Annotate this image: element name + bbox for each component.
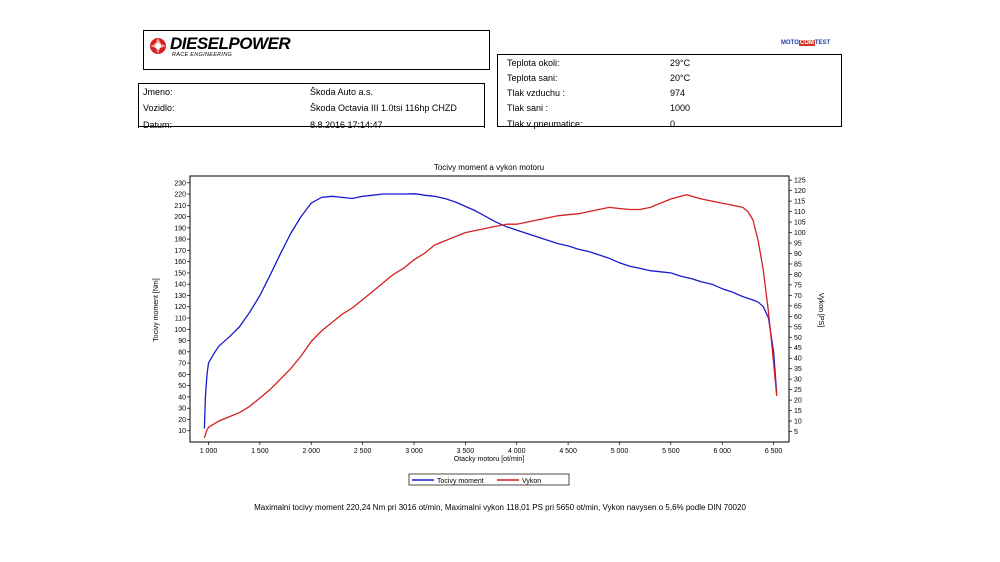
y-axis-label: Tocivy moment [Nm]	[153, 278, 160, 341]
y-tick-label: 160	[174, 259, 186, 266]
y2-tick-label: 90	[794, 251, 802, 258]
y2-tick-label: 5	[794, 429, 798, 436]
y-tick-label: 140	[174, 282, 186, 289]
y-tick-label: 170	[174, 248, 186, 255]
chart-series	[203, 193, 778, 438]
power-line	[203, 194, 778, 438]
x-tick-label: 2 500	[354, 448, 372, 455]
plot-area	[189, 175, 790, 443]
y2-tick-label: 100	[794, 230, 806, 237]
x-tick-label: 1 000	[200, 448, 218, 455]
y2-axis-label: Vykon [PS]	[817, 293, 824, 327]
y-tick-label: 50	[178, 383, 186, 390]
temp-intake-value: 20°C	[670, 73, 691, 83]
date-label: Datum:	[143, 120, 173, 130]
air-pressure-label: Tlak vzduchu :	[507, 88, 566, 98]
y-tick-label: 220	[174, 192, 186, 199]
customer-box-bottom	[138, 126, 485, 127]
y2-tick-label: 15	[794, 408, 802, 415]
y2-tick-label: 55	[794, 324, 802, 331]
y-tick-label: 90	[178, 338, 186, 345]
y2-tick-label: 120	[794, 188, 806, 195]
y2-tick-label: 70	[794, 293, 802, 300]
x-tick-label: 5 000	[611, 448, 629, 455]
x-tick-label: 5 500	[662, 448, 680, 455]
y2-tick-label: 45	[794, 345, 802, 352]
intake-pressure-value: 1000	[670, 103, 691, 113]
y2-tick-label: 115	[794, 199, 805, 206]
y-tick-label: 190	[174, 225, 186, 232]
brand-logo: DIESELPOWER	[170, 34, 291, 53]
y2-tick-label: 80	[794, 272, 802, 279]
x-axis-label: Otacky motoru [ot/min]	[454, 456, 524, 463]
legend-label-power: Vykon	[522, 478, 541, 485]
y-tick-label: 210	[174, 203, 186, 210]
y2-tick-label: 125	[794, 178, 806, 185]
x-tick-label: 4 000	[508, 448, 526, 455]
logo-box	[143, 30, 490, 70]
x-tick-label: 6 000	[713, 448, 731, 455]
motocomtest-logo: MOTOCOMTEST	[781, 40, 831, 46]
y2-tick-label: 25	[794, 387, 802, 394]
y2-tick-label: 75	[794, 282, 802, 289]
y2-tick-label: 85	[794, 261, 802, 268]
turbo-logo-icon	[150, 38, 166, 54]
temp-ambient-label: Teplota okoli:	[507, 58, 560, 68]
air-pressure-value: 974	[670, 88, 686, 98]
y2-tick-label: 60	[794, 314, 802, 321]
date-value: 8.8.2016 17:14:47	[310, 120, 383, 130]
vehicle-label: Vozidlo:	[143, 103, 175, 113]
x-tick-label: 3 000	[405, 448, 423, 455]
y2-tick-label: 10	[794, 419, 802, 426]
tyre-pressure-value: 0	[670, 119, 676, 129]
x-tick-label: 1 500	[251, 448, 269, 455]
y-tick-label: 150	[174, 270, 186, 277]
y-tick-label: 230	[174, 180, 186, 187]
y2-tick-label: 95	[794, 241, 802, 248]
x-tick-label: 2 000	[302, 448, 320, 455]
tyre-pressure-label: Tlak v pneumatice:	[507, 119, 583, 129]
x-tick-label: 3 500	[457, 448, 475, 455]
y2-tick-label: 30	[794, 377, 802, 384]
y-tick-label: 30	[178, 406, 186, 413]
chart-ticks: 1 000 1 500 2 000 2 500 3 000 3 500 4 000 4 500…	[174, 178, 805, 455]
temp-ambient-value: 29°C	[670, 58, 691, 68]
temp-intake-label: Teplota sani:	[507, 73, 558, 83]
y2-tick-label: 40	[794, 356, 802, 363]
y2-tick-label: 105	[794, 220, 806, 227]
y-tick-label: 60	[178, 372, 186, 379]
conditions-box-bottom	[497, 126, 842, 127]
brand-subtitle: RACE ENGINEERING	[172, 52, 233, 58]
x-tick-label: 6 500	[765, 448, 783, 455]
x-tick-label: 4 500	[559, 448, 577, 455]
chart-axes	[189, 175, 790, 443]
y-tick-label: 10	[178, 428, 186, 435]
legend-box	[408, 473, 570, 486]
legend-label-torque: Tocivy moment	[437, 478, 484, 485]
y-tick-label: 120	[174, 304, 186, 311]
y-tick-label: 100	[174, 327, 186, 334]
vehicle-value: Škoda Octavia III 1.0tsi 116hp CHZD	[310, 103, 457, 113]
y-tick-label: 180	[174, 237, 186, 244]
y2-tick-label: 65	[794, 303, 802, 310]
y2-tick-label: 35	[794, 366, 802, 373]
conditions-box	[497, 54, 842, 127]
y-tick-label: 70	[178, 361, 186, 368]
y-tick-label: 20	[178, 417, 186, 424]
summary-text: Maximalni tocivy moment 220,24 Nm pri 30…	[254, 503, 746, 512]
y-tick-label: 130	[174, 293, 186, 300]
y-tick-label: 80	[178, 349, 186, 356]
name-label: Jmeno:	[143, 87, 173, 97]
y2-tick-label: 50	[794, 335, 802, 342]
torque-line	[203, 193, 778, 429]
intake-pressure-label: Tlak sani :	[507, 103, 549, 113]
y2-tick-label: 20	[794, 398, 802, 405]
y2-tick-label: 110	[794, 209, 805, 216]
y-tick-label: 40	[178, 394, 186, 401]
chart-title: Tocivy moment a vykon motoru	[434, 163, 544, 172]
name-value: Škoda Auto a.s.	[310, 87, 374, 97]
y-tick-label: 200	[174, 214, 186, 221]
y-tick-label: 110	[175, 316, 186, 323]
